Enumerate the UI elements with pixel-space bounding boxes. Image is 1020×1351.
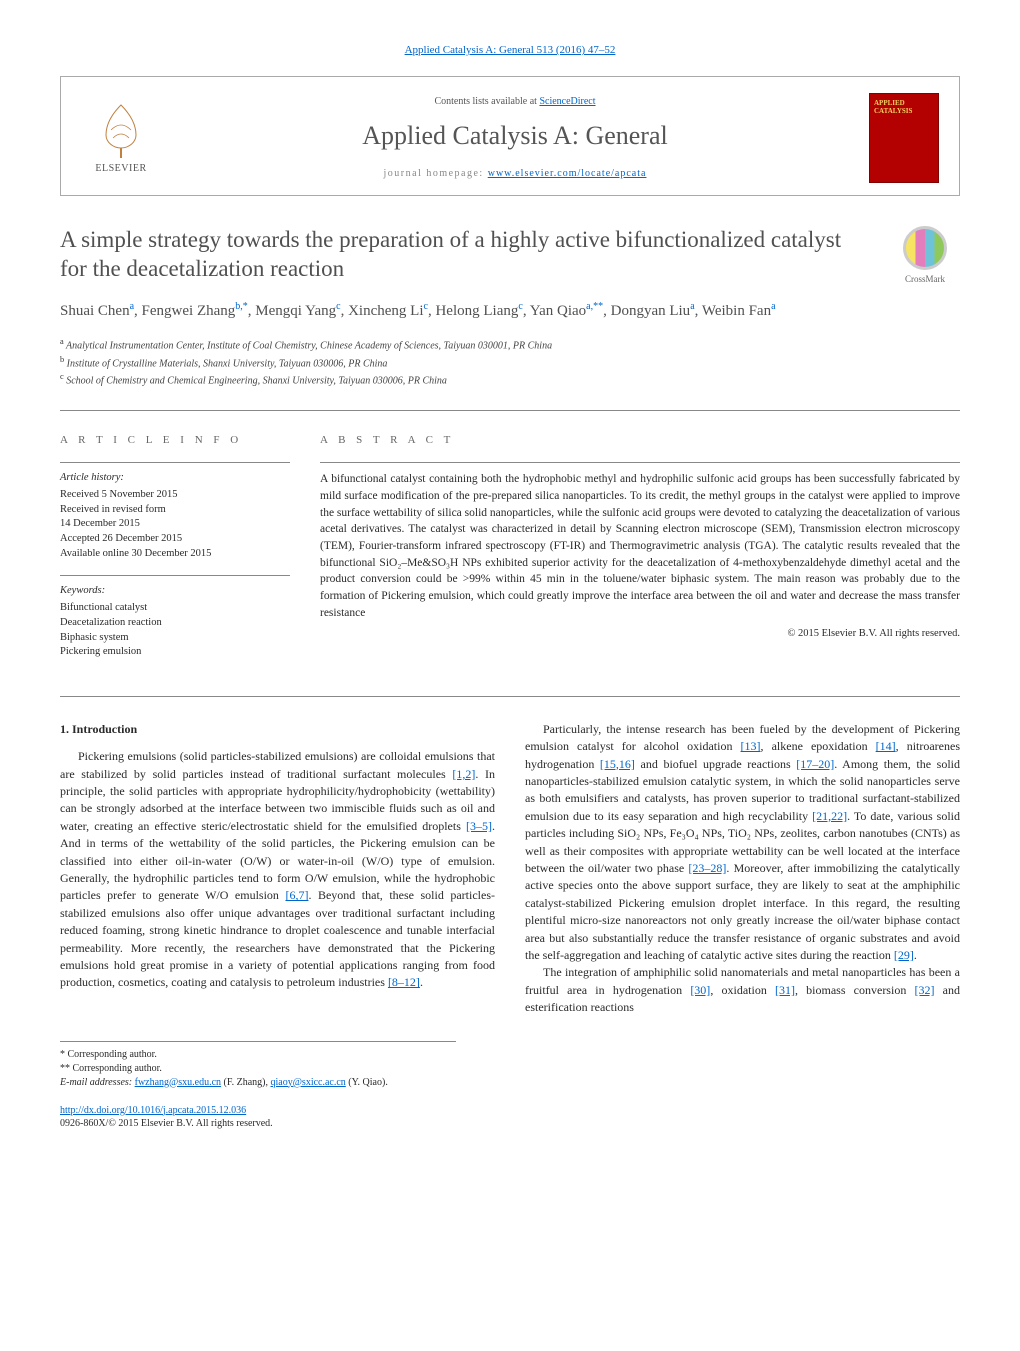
citation-link[interactable]: [3–5]	[466, 819, 492, 833]
article-info: a r t i c l e i n f o Article history: R…	[60, 433, 290, 673]
affiliation-line: a Analytical Instrumentation Center, Ins…	[60, 336, 960, 353]
keyword: Biphasic system	[60, 631, 290, 646]
divider	[60, 462, 290, 463]
affiliation-line: b Institute of Crystalline Materials, Sh…	[60, 354, 960, 371]
history-line: 14 December 2015	[60, 517, 290, 532]
corresponding-note: * Corresponding author.	[60, 1048, 456, 1062]
journal-name: Applied Catalysis A: General	[161, 118, 869, 153]
citation-link[interactable]: [6,7]	[285, 888, 308, 902]
email-line: E-mail addresses: fwzhang@sxu.edu.cn (F.…	[60, 1076, 456, 1090]
article-info-heading: a r t i c l e i n f o	[60, 433, 290, 448]
crossmark-badge[interactable]: CrossMark	[890, 226, 960, 285]
email-owner: (Y. Qiao).	[346, 1077, 388, 1088]
history-line: Accepted 26 December 2015	[60, 532, 290, 547]
article-title: A simple strategy towards the preparatio…	[60, 226, 870, 284]
email-prefix: E-mail addresses:	[60, 1077, 135, 1088]
citation-link[interactable]: [23–28]	[688, 861, 726, 875]
citation-link[interactable]: [13]	[741, 739, 761, 753]
abstract-body: A bifunctional catalyst containing both …	[320, 471, 960, 621]
affiliation-line: c School of Chemistry and Chemical Engin…	[60, 371, 960, 388]
cover-text: APPLIED CATALYSIS	[874, 100, 934, 115]
affiliations: a Analytical Instrumentation Center, Ins…	[60, 336, 960, 388]
journal-ref-link[interactable]: Applied Catalysis A: General 513 (2016) …	[405, 44, 616, 56]
paragraph: The integration of amphiphilic solid nan…	[525, 964, 960, 1016]
history-label: Article history:	[60, 471, 290, 486]
homepage-line: journal homepage: www.elsevier.com/locat…	[161, 167, 869, 181]
divider	[60, 575, 290, 576]
citation-link[interactable]: [14]	[876, 739, 896, 753]
citation-link[interactable]: [15,16]	[600, 757, 635, 771]
contents-prefix: Contents lists available at	[434, 96, 539, 107]
article-body: 1. Introduction Pickering emulsions (sol…	[60, 721, 960, 1017]
divider	[320, 462, 960, 463]
section-heading: 1. Introduction	[60, 721, 495, 738]
homepage-prefix: journal homepage:	[384, 168, 488, 179]
keyword: Pickering emulsion	[60, 645, 290, 660]
issn-copyright: 0926-860X/© 2015 Elsevier B.V. All right…	[60, 1118, 273, 1129]
doi-link[interactable]: http://dx.doi.org/10.1016/j.apcata.2015.…	[60, 1105, 246, 1116]
citation-link[interactable]: [21,22]	[812, 809, 847, 823]
divider	[60, 410, 960, 411]
citation-link[interactable]: [30]	[690, 983, 710, 997]
history-line: Available online 30 December 2015	[60, 547, 290, 562]
abstract: a b s t r a c t A bifunctional catalyst …	[320, 433, 960, 673]
email-link[interactable]: fwzhang@sxu.edu.cn	[135, 1077, 221, 1088]
footnotes: * Corresponding author. ** Corresponding…	[60, 1041, 456, 1090]
email-owner: (F. Zhang),	[221, 1077, 270, 1088]
elsevier-tree-icon	[91, 100, 151, 160]
copyright: © 2015 Elsevier B.V. All rights reserved…	[320, 627, 960, 641]
email-link[interactable]: qiaoy@sxicc.ac.cn	[271, 1077, 346, 1088]
history-line: Received in revised form	[60, 503, 290, 518]
author-list: Shuai Chena, Fengwei Zhangb,*, Mengqi Ya…	[60, 299, 960, 323]
paragraph: Pickering emulsions (solid particles-sta…	[60, 748, 495, 991]
sciencedirect-link[interactable]: ScienceDirect	[539, 96, 595, 107]
keyword: Deacetalization reaction	[60, 616, 290, 631]
elsevier-logo: ELSEVIER	[81, 100, 161, 176]
journal-cover-thumbnail: APPLIED CATALYSIS	[869, 93, 939, 183]
journal-header: ELSEVIER Contents lists available at Sci…	[60, 76, 960, 196]
journal-reference: Applied Catalysis A: General 513 (2016) …	[60, 40, 960, 58]
corresponding-note: ** Corresponding author.	[60, 1062, 456, 1076]
citation-link[interactable]: [32]	[915, 983, 935, 997]
crossmark-icon	[903, 226, 947, 270]
citation-link[interactable]: [1,2]	[452, 767, 475, 781]
crossmark-label: CrossMark	[905, 273, 945, 285]
keyword: Bifunctional catalyst	[60, 601, 290, 616]
header-center: Contents lists available at ScienceDirec…	[161, 95, 869, 181]
citation-link[interactable]: [8–12]	[388, 975, 420, 989]
divider	[60, 696, 960, 697]
citation-link[interactable]: [31]	[775, 983, 795, 997]
keywords-label: Keywords:	[60, 584, 290, 599]
history-line: Received 5 November 2015	[60, 488, 290, 503]
abstract-heading: a b s t r a c t	[320, 433, 960, 448]
elsevier-label: ELSEVIER	[95, 162, 146, 176]
citation-link[interactable]: [29]	[894, 948, 914, 962]
contents-line: Contents lists available at ScienceDirec…	[161, 95, 869, 109]
paragraph: Particularly, the intense research has b…	[525, 721, 960, 964]
citation-link[interactable]: [17–20]	[796, 757, 834, 771]
doi-block: http://dx.doi.org/10.1016/j.apcata.2015.…	[60, 1104, 960, 1131]
homepage-link[interactable]: www.elsevier.com/locate/apcata	[488, 168, 647, 179]
